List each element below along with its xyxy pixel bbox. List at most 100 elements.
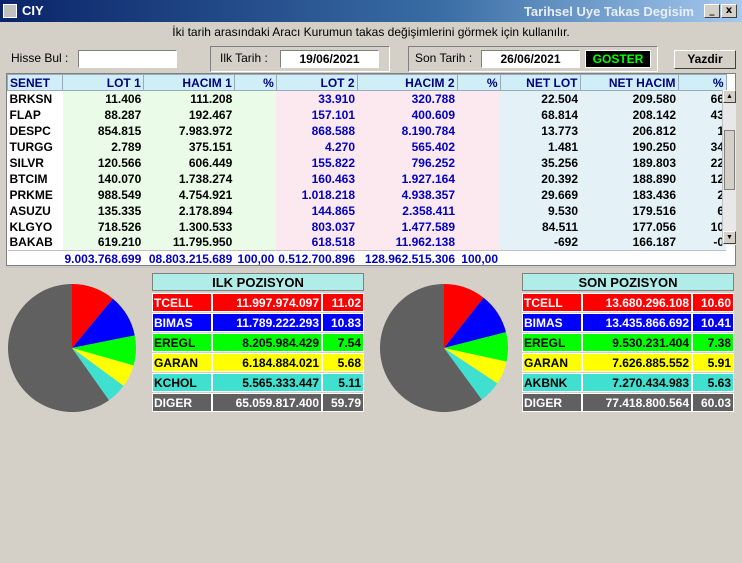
table-cell: 43 [678,106,726,123]
column-header[interactable]: % [233,74,277,91]
table-cell: 565.402 [357,138,457,155]
table-cell: 188.890 [580,170,678,187]
son-tarih-input[interactable]: 26/06/2021 [481,50,580,68]
column-header[interactable]: % [456,74,501,91]
table-row[interactable]: FLAP 88.287 192.467 157.101 400.609 68.814 208… [7,106,726,123]
position-name: TCELL [522,293,582,312]
table-cell [234,154,277,171]
son-tarih-label: Son Tarih : [415,51,473,65]
table-cell: 9.530 [500,202,580,219]
hisse-bul-label: Hisse Bul : [11,51,69,65]
column-header[interactable]: NET HACIM [579,74,679,91]
ilk-tarih-input[interactable]: 19/06/2021 [280,50,379,68]
total-cell [580,250,678,265]
position-name: DIGER [152,393,212,412]
position-percent: 5.11 [322,373,364,392]
table-cell: 11.406 [62,90,144,107]
position-value: 77.418.800.564 [582,393,692,412]
pie-slice-eregl [72,335,136,366]
table-cell: 2.358.411 [357,202,457,219]
table-row[interactable]: KLGYO 718.526 1.300.533 803.037 1.477.589 84.… [7,218,726,235]
table-cell: 1.927.164 [357,170,457,187]
column-header[interactable]: SENET [7,74,63,91]
horizontal-scrollbar[interactable] [6,266,736,268]
table-row[interactable]: BAKAB 619.210 11.795.950 618.518 11.962.138 -… [7,234,726,251]
table-cell: 12 [678,170,726,187]
table-cell [234,122,277,139]
ilk-pozisyon-title: ILK POZISYON [152,273,364,291]
scroll-up-icon[interactable]: ▲ [723,90,736,103]
senet-cell: DESPC [7,122,63,139]
table-cell: 400.609 [357,106,457,123]
senet-cell: BRKSN [7,90,63,107]
column-header[interactable]: HACIM 1 [142,74,235,91]
table-cell: 183.436 [580,186,678,203]
table-cell: 2 [678,186,726,203]
table-cell: 4.754.921 [143,186,235,203]
table-cell: 22.504 [500,90,580,107]
column-header[interactable]: LOT 1 [62,74,144,91]
window-title: Tarihsel Uye Takas Degisim [523,4,694,19]
hisse-bul-input[interactable] [78,50,177,68]
position-percent: 10.41 [692,313,734,332]
total-cell: 9.003.768.699 [62,250,144,266]
table-cell: 10 [678,218,726,235]
table-cell: 192.467 [143,106,235,123]
ilk-pozisyon-pie-chart [8,284,136,412]
table-cell [234,218,277,235]
total-cell [7,250,63,265]
position-percent: 5.91 [692,353,734,372]
table-row[interactable]: BTCIM 140.070 1.738.274 160.463 1.927.164 20.… [7,170,726,187]
position-name: AKBNK [522,373,582,392]
table-cell: 1.738.274 [143,170,235,187]
total-cell [500,250,580,265]
instruction-text: İki tarih arasındaki Aracı Kurumun takas… [172,25,570,39]
scroll-thumb[interactable] [724,130,735,190]
table-cell: 1.300.533 [143,218,235,235]
table-row[interactable]: TURGG 2.789 375.151 4.270 565.402 1.481 190.25… [7,138,726,155]
table-cell [234,202,277,219]
table-cell: 144.865 [276,202,357,219]
table-cell: 157.101 [276,106,357,123]
table-cell: 868.588 [276,122,357,139]
pie-slice-diger [8,284,109,412]
table-cell: 2.789 [62,138,144,155]
table-cell: 66 [678,90,726,107]
column-header[interactable]: HACIM 2 [356,74,458,91]
position-name: DIGER [522,393,582,412]
title-bar [0,0,742,22]
position-percent: 10.83 [322,313,364,332]
yazdir-button[interactable]: Yazdir [674,50,736,69]
table-row[interactable]: BRKSN 11.406 111.208 33.910 320.788 22.504 209… [7,90,726,107]
goster-button[interactable]: GOSTER [585,50,651,68]
table-cell [234,186,277,203]
table-cell: 375.151 [143,138,235,155]
table-cell: 33.910 [276,90,357,107]
minimize-button[interactable]: _ [704,4,720,18]
close-button[interactable]: x [721,4,737,18]
position-value: 7.626.885.552 [582,353,692,372]
pie-slice-eregl [444,332,508,362]
column-header[interactable]: % [677,74,727,91]
column-header[interactable]: LOT 2 [275,74,358,91]
table-row[interactable]: DESPC 854.815 7.983.972 868.588 8.190.784 13.… [7,122,726,139]
app-icon [3,4,17,18]
takas-table: SENET LOT 1 HACIM 1% LOT 2 HACIM 2% NET LOT NE… [6,73,736,266]
table-cell: 34 [678,138,726,155]
column-header[interactable]: NET LOT [499,74,581,91]
table-cell: -692 [500,234,580,251]
pie-slice-kchol [72,348,124,401]
scroll-down-icon[interactable]: ▼ [723,231,736,244]
position-percent: 11.02 [322,293,364,312]
table-cell: 160.463 [276,170,357,187]
table-header-row: SENET LOT 1 HACIM 1% LOT 2 HACIM 2% NET LOT NE… [7,74,727,91]
total-cell: 100,00 [457,250,500,265]
table-row[interactable]: SILVR 120.566 606.449 155.822 796.252 35.256 1… [7,154,726,171]
table-row[interactable]: PRKME 988.549 4.754.921 1.018.218 4.938.357 2… [7,186,726,203]
table-row[interactable]: ASUZU 135.335 2.178.894 144.865 2.358.411 9.5… [7,202,726,219]
table-cell: 606.449 [143,154,235,171]
table-cell: 6 [678,202,726,219]
table-cell: 320.788 [357,90,457,107]
vertical-scrollbar[interactable]: ▲ ▼ [722,90,736,245]
table-cell [457,170,500,187]
